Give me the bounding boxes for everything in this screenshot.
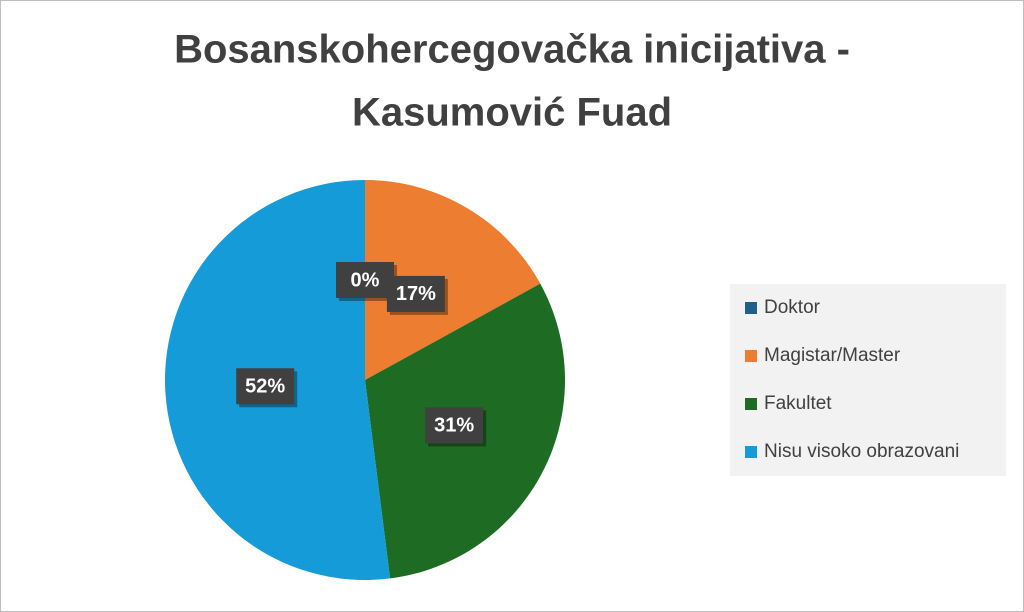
data-label-box <box>236 368 295 405</box>
legend-box <box>730 284 1006 476</box>
pie-slice <box>365 180 541 380</box>
legend-swatch <box>745 398 757 410</box>
legend-label: Magistar/Master <box>764 345 901 366</box>
data-label: 17% <box>396 283 436 305</box>
data-label: 31% <box>434 415 474 437</box>
data-label: 52% <box>245 376 285 398</box>
legend-swatch <box>745 350 757 362</box>
data-label-box <box>336 262 394 298</box>
legend-label: Nisu visoko obrazovani <box>764 441 959 462</box>
data-label-box <box>386 275 445 312</box>
data-label-box <box>425 407 484 444</box>
legend-swatch <box>745 446 757 458</box>
chart-title: Kasumović Fuad <box>352 91 672 135</box>
chart-title: Bosanskohercegovačka inicijativa - <box>174 28 850 72</box>
legend-swatch <box>745 302 757 314</box>
data-label: 0% <box>351 269 380 291</box>
legend-label: Fakultet <box>764 393 832 414</box>
legend-label: Doktor <box>764 297 821 318</box>
